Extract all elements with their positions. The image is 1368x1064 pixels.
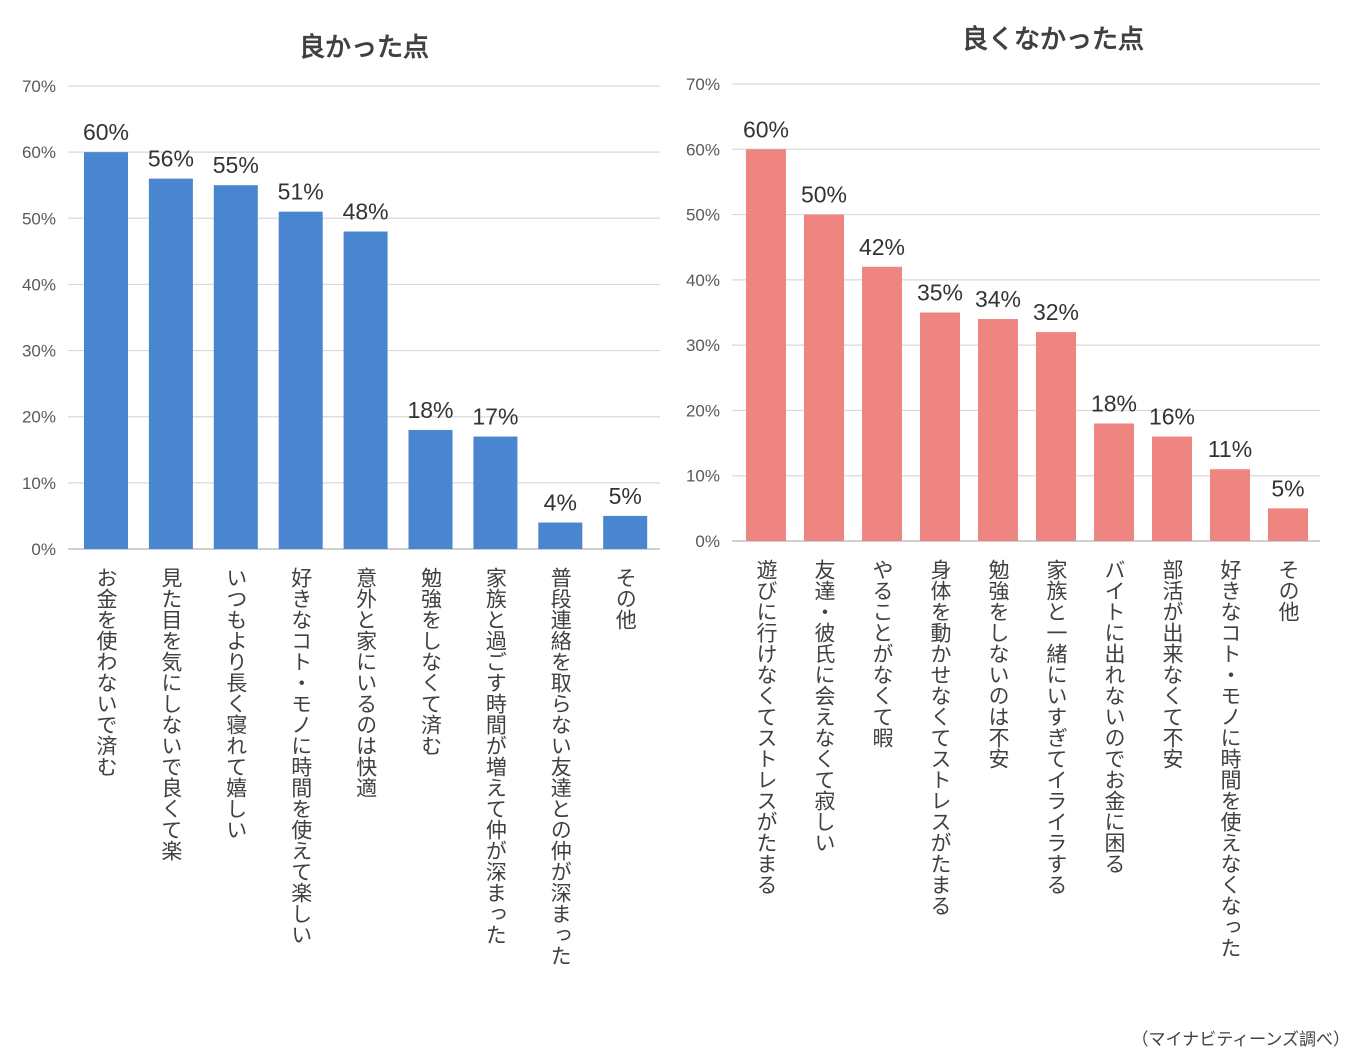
good-category-label: いつもより長く寝れて嬉しい [224, 567, 248, 840]
bad-y-tick-label: 0% [695, 532, 720, 551]
bad-category-label: バイトに出れないのでお金に困る [1102, 559, 1126, 874]
good-bar [538, 522, 583, 549]
good-category-label: 見た目を気にしないで良くて楽 [159, 567, 183, 861]
bad-data-label: 5% [1271, 475, 1304, 501]
good-y-tick-label: 30% [22, 342, 56, 361]
good-data-label: 48% [343, 199, 389, 225]
good-category-label: 意外と家にいるのは快適 [354, 567, 378, 798]
bad-y-tick-label: 60% [686, 140, 720, 159]
good-points-chart: 良かった点 0% 10% 20% 30% 40% 50% 60% 70% 60% お金を使わないで済… [22, 32, 660, 966]
good-y-tick-label: 0% [31, 540, 56, 559]
bad-category-label: 部活が出来なくて不安 [1160, 559, 1184, 769]
bad-bar [1210, 469, 1250, 541]
bad-bar [1094, 423, 1134, 541]
bad-category-label: 身体を動かせなくてストレスがたまる [928, 559, 952, 916]
bad-category-label: 友達・彼氏に会えなくて寂しい [812, 559, 836, 853]
bad-data-label: 16% [1149, 404, 1195, 430]
good-data-label: 56% [148, 146, 194, 172]
bad-y-tick-label: 10% [686, 467, 720, 486]
bad-bar [978, 319, 1018, 541]
good-category-label: 勉強をしなくて済む [419, 567, 443, 756]
bad-bar [1036, 332, 1076, 541]
good-y-tick-label: 60% [22, 143, 56, 162]
bad-category-label: 家族と一緒にいすぎてイライラする [1044, 559, 1068, 895]
bad-category-label: やることがなくて暇 [870, 559, 894, 748]
bad-data-label: 42% [859, 234, 905, 260]
bad-chart-title: 良くなかった点 [962, 24, 1144, 55]
bad-bar [1268, 508, 1308, 541]
good-bar [408, 429, 453, 549]
bad-data-label: 32% [1033, 299, 1079, 325]
bad-y-tick-label: 70% [686, 75, 720, 94]
good-bar [213, 185, 258, 549]
bad-data-label: 18% [1091, 390, 1137, 416]
bad-bar [920, 312, 960, 541]
good-bar [84, 152, 128, 549]
bad-category-label: 好きなコト・モノに時間を使えなくなった [1218, 559, 1242, 958]
good-y-tick-label: 40% [22, 275, 56, 294]
source-note: （マイナビティーンズ調べ） [1131, 1030, 1350, 1050]
bad-bar [1152, 436, 1192, 541]
good-y-tick-label: 20% [22, 408, 56, 427]
good-category-label: その他 [613, 567, 637, 630]
bad-data-label: 50% [801, 182, 847, 208]
good-bar [473, 436, 518, 549]
bad-y-tick-label: 20% [686, 401, 720, 420]
bad-bar [746, 149, 786, 542]
good-data-label: 60% [83, 119, 129, 145]
good-data-label: 17% [472, 404, 518, 430]
good-category-label: 家族と過ごす時間が増えて仲が深まった [483, 567, 507, 945]
good-data-label: 4% [544, 490, 577, 516]
bad-bar [862, 266, 902, 541]
good-data-label: 5% [609, 483, 642, 509]
good-chart-title: 良かった点 [299, 32, 429, 63]
good-category-label: 普段連絡を取らない友達との仲が深まった [548, 567, 572, 966]
bad-category-label: 遊びに行けなくてストレスがたまる [754, 559, 778, 895]
good-category-label: 好きなコト・モノに時間を使えて楽しい [289, 567, 313, 945]
bad-category-label: その他 [1276, 559, 1300, 622]
good-y-tick-label: 70% [22, 77, 56, 96]
good-bar [278, 211, 323, 549]
good-category-label: お金を使わないで済む [94, 567, 118, 777]
bad-y-tick-label: 30% [686, 336, 720, 355]
bad-data-label: 34% [975, 286, 1021, 312]
bad-y-tick-label: 40% [686, 271, 720, 290]
bad-points-chart: 良くなかった点 0% 10% 20% 30% 40% 50% 60% 70% 60% 遊びに行けなく… [686, 24, 1320, 958]
good-y-tick-label: 10% [22, 474, 56, 493]
good-y-tick-label: 50% [22, 209, 56, 228]
good-data-label: 55% [213, 152, 259, 178]
bad-data-label: 60% [743, 116, 789, 142]
good-bar [603, 515, 648, 549]
bad-category-label: 勉強をしないのは不安 [986, 559, 1010, 769]
good-data-label: 51% [278, 179, 324, 205]
good-data-label: 18% [407, 397, 453, 423]
bad-data-label: 35% [917, 280, 963, 306]
good-bar [343, 231, 388, 549]
bad-data-label: 11% [1208, 436, 1252, 462]
bad-y-tick-label: 50% [686, 206, 720, 225]
bad-bar [804, 214, 844, 542]
good-bar [148, 178, 193, 549]
